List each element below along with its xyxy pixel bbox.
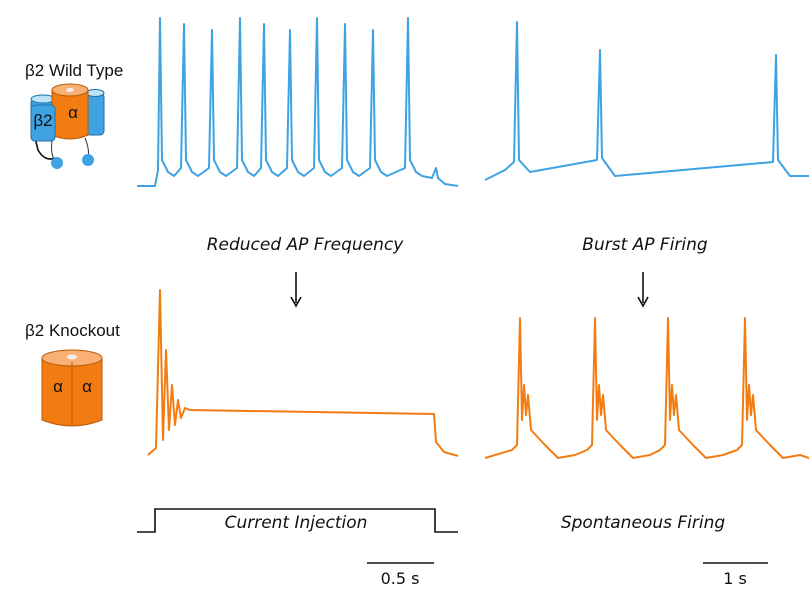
stimulus-step <box>137 508 458 533</box>
ko-spontaneous-trace <box>484 317 809 459</box>
ko-evoked-trace <box>147 289 459 457</box>
alpha-left: α <box>53 377 63 396</box>
wt-evoked-trace <box>137 17 459 187</box>
wt-icon: β2 α <box>30 83 105 169</box>
annotation-right: Burst AP Firing <box>582 235 708 255</box>
stimulus-right: Spontaneous Firing <box>561 513 725 533</box>
annotation-left: Reduced AP Frequency <box>207 235 404 255</box>
stimulus-left: Current Injection <box>225 513 368 533</box>
scale-right: 1 s <box>723 569 747 588</box>
ko-icon: α α <box>41 349 103 427</box>
wt-spontaneous-trace <box>484 21 809 181</box>
wt-label: β2 Wild Type <box>25 61 123 80</box>
arrow <box>290 272 649 308</box>
alpha-label: α <box>68 103 78 122</box>
scale-left: 0.5 s <box>381 569 420 588</box>
beta-label: β2 <box>33 111 52 130</box>
ko-label: β2 Knockout <box>25 321 120 340</box>
alpha-right: α <box>82 377 92 396</box>
